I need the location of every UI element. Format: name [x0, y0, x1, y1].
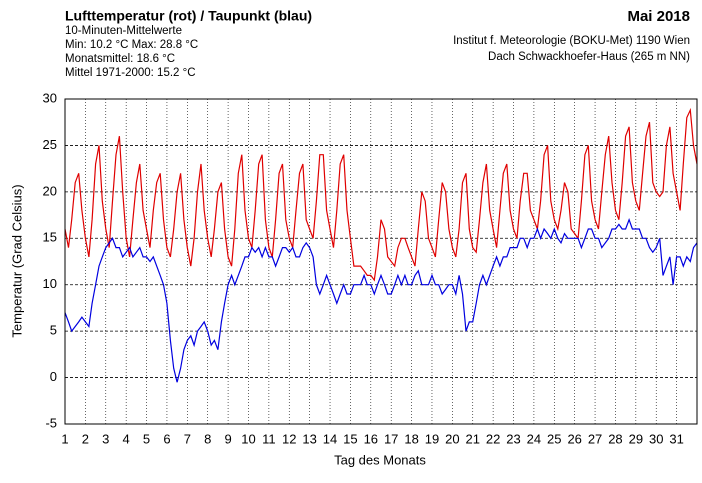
x-tick-label: 19	[425, 431, 439, 446]
x-axis-label: Tag des Monats	[334, 452, 426, 467]
source: Institut f. Meteorologie (BOKU-Met) 1190…	[453, 35, 690, 47]
x-tick-label: 27	[588, 431, 602, 446]
annotation: Monatsmittel: 18.6 °C	[65, 53, 175, 65]
x-tick-label: 31	[669, 431, 683, 446]
x-tick-label: 22	[486, 431, 500, 446]
x-tick-label: 2	[82, 431, 89, 446]
y-tick-label: 5	[50, 323, 57, 338]
y-tick-label: 10	[43, 276, 57, 291]
x-tick-label: 16	[364, 431, 378, 446]
y-axis-label: Temperatur (Grad Celsius)	[9, 184, 24, 337]
x-tick-label: 25	[547, 431, 561, 446]
x-tick-label: 26	[567, 431, 581, 446]
x-tick-label: 29	[629, 431, 643, 446]
period: Mai 2018	[627, 8, 690, 25]
chart-title: Lufttemperatur (rot) / Taupunkt (blau)	[65, 8, 312, 24]
y-tick-label: 20	[43, 183, 57, 198]
x-tick-label: 17	[384, 431, 398, 446]
x-tick-label: 9	[224, 431, 231, 446]
x-tick-label: 7	[184, 431, 191, 446]
annotation: Mittel 1971-2000: 15.2 °C	[65, 67, 196, 79]
series-line	[64, 107, 698, 282]
subtitle: 10-Minuten-Mittelwerte	[65, 25, 182, 37]
x-tick-label: 28	[608, 431, 622, 446]
x-tick-label: 5	[143, 431, 150, 446]
y-tick-label: 0	[50, 369, 57, 384]
x-tick-label: 8	[204, 431, 211, 446]
x-tick-label: 1	[61, 431, 68, 446]
y-tick-label: -5	[45, 415, 57, 430]
x-tick-label: 10	[241, 431, 255, 446]
x-tick-label: 15	[343, 431, 357, 446]
x-tick-label: 21	[466, 431, 480, 446]
x-tick-label: 11	[262, 431, 276, 446]
x-tick-label: 20	[445, 431, 459, 446]
x-tick-label: 24	[527, 431, 541, 446]
plot-frame	[64, 98, 698, 425]
y-tick-label: 15	[43, 230, 57, 245]
y-tick-label: 25	[43, 137, 57, 152]
series-line	[64, 217, 698, 383]
x-tick-label: 6	[163, 431, 170, 446]
x-tick-label: 23	[506, 431, 520, 446]
x-tick-label: 30	[649, 431, 663, 446]
x-tick-label: 14	[323, 431, 337, 446]
annotation: Min: 10.2 °C Max: 28.8 °C	[65, 39, 198, 51]
x-tick-label: 12	[282, 431, 296, 446]
y-tick-label: 30	[43, 90, 57, 105]
source: Dach Schwackhoefer-Haus (265 m NN)	[488, 51, 690, 63]
x-tick-label: 3	[102, 431, 109, 446]
x-tick-label: 13	[302, 431, 316, 446]
x-tick-label: 4	[123, 431, 130, 446]
x-tick-label: 18	[404, 431, 418, 446]
